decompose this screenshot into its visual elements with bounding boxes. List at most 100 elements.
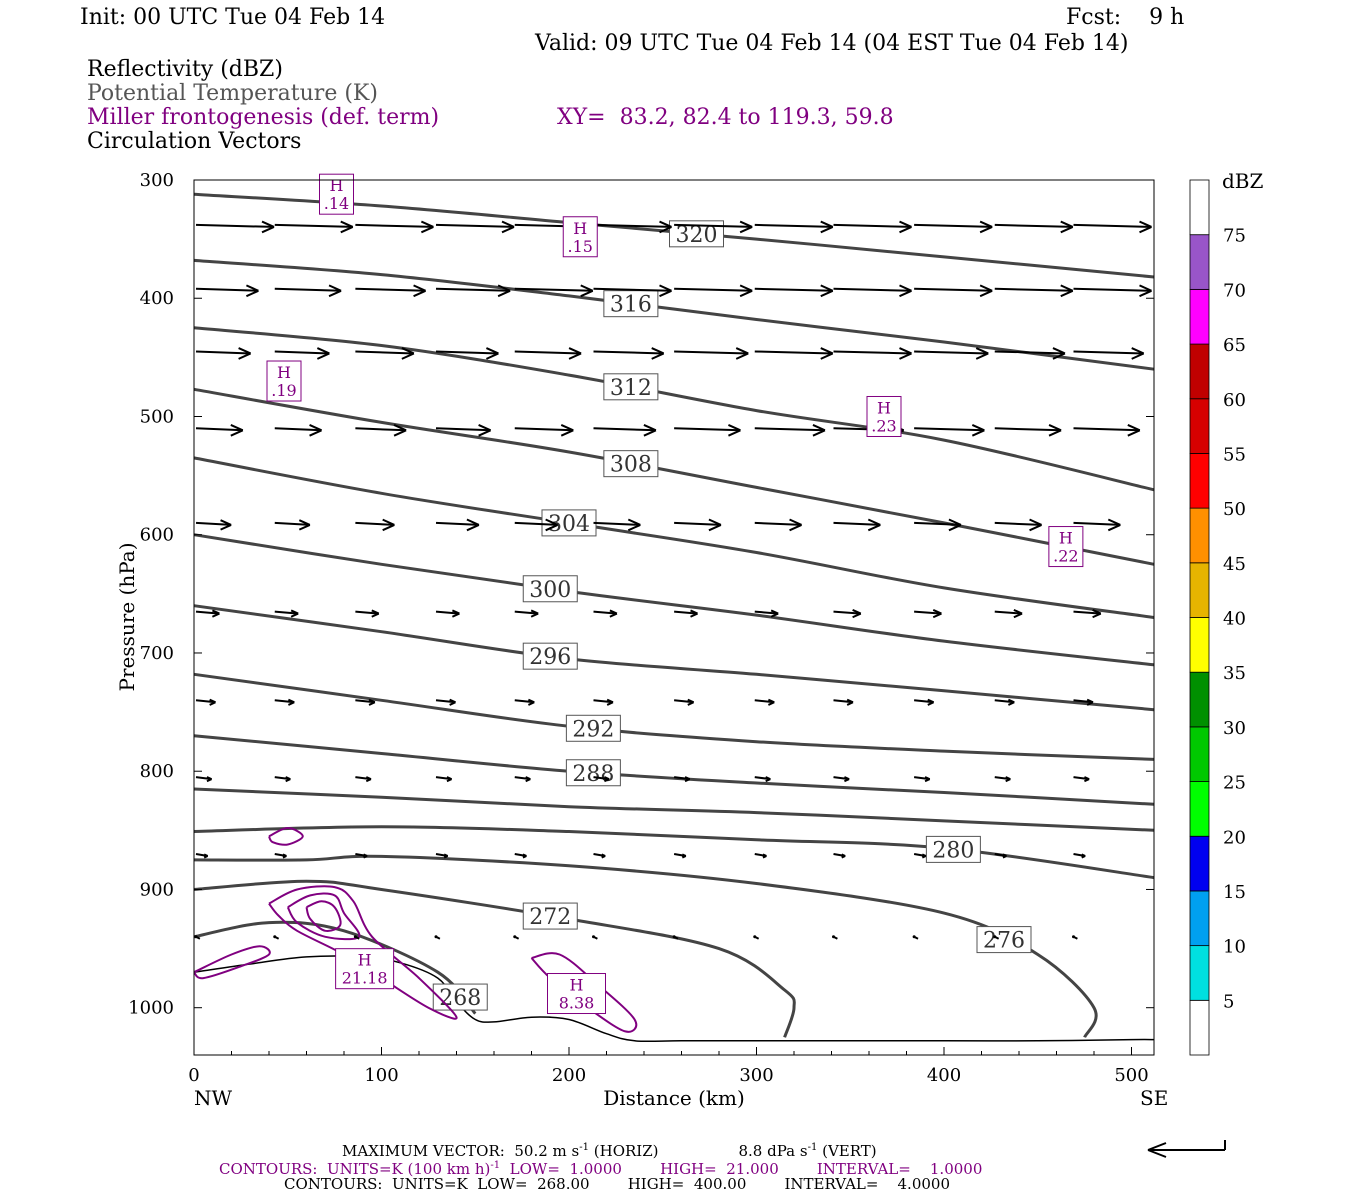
vector-arrow bbox=[593, 609, 618, 618]
vector-shaft bbox=[195, 610, 220, 615]
y-tick-label: 500 bbox=[140, 406, 174, 427]
vector-head bbox=[841, 853, 846, 859]
vector-head bbox=[820, 347, 834, 360]
vector-head bbox=[867, 518, 881, 532]
vector-arrow bbox=[754, 347, 834, 360]
vector-shaft bbox=[914, 287, 993, 292]
vector-arrow bbox=[674, 518, 722, 532]
frontogenesis-contour-5 bbox=[268, 826, 304, 846]
vector-shaft bbox=[355, 223, 434, 228]
x-axis-label: Distance (km) bbox=[603, 1086, 745, 1110]
vector-shaft bbox=[274, 287, 342, 292]
vector-head bbox=[285, 776, 291, 783]
legend-theta: Potential Temperature (K) bbox=[87, 81, 378, 106]
frontogenesis-max-letter: H bbox=[877, 398, 891, 417]
vector-arrow bbox=[833, 284, 912, 298]
vector-dot bbox=[912, 935, 916, 939]
colorbar-tick-label: 55 bbox=[1223, 444, 1246, 465]
vector-shaft bbox=[674, 287, 753, 292]
vector-head bbox=[560, 423, 574, 437]
colorbar-segment bbox=[1189, 453, 1210, 509]
vector-head bbox=[789, 518, 802, 532]
vector-head bbox=[501, 220, 515, 234]
footer-theta-contours: CONTOURS: UNITS=K LOW= 268.00 HIGH= 400.… bbox=[284, 1175, 950, 1193]
vector-head bbox=[230, 423, 244, 437]
x-tick-label: 100 bbox=[364, 1065, 398, 1086]
vector-arrow bbox=[355, 347, 415, 360]
vector-head bbox=[1048, 423, 1062, 437]
vector-arrow bbox=[435, 518, 480, 532]
theta-contour-288 bbox=[193, 734, 1155, 806]
vector-arrow bbox=[355, 220, 434, 234]
frontogenesis-contour-1 bbox=[193, 945, 271, 980]
vector-head bbox=[971, 423, 985, 437]
vector-arrow bbox=[754, 423, 826, 437]
vector-shaft bbox=[195, 350, 251, 355]
vector-head bbox=[627, 518, 641, 532]
vector-head bbox=[203, 853, 209, 859]
y-axis: 300 400 500 600 700 800 900 1000 bbox=[128, 170, 1154, 1019]
vector-head bbox=[684, 776, 691, 783]
colorbar-segment bbox=[1189, 617, 1210, 673]
vector-head bbox=[1107, 518, 1121, 532]
vector-shaft bbox=[195, 287, 259, 292]
theta-label-box bbox=[522, 902, 578, 930]
frontogenesis-max: H.14 bbox=[319, 173, 354, 215]
vector-arrow bbox=[435, 609, 460, 618]
vector-shaft bbox=[593, 610, 617, 615]
colorbar-tick-label: 65 bbox=[1223, 335, 1246, 356]
vector-arrow bbox=[914, 698, 935, 706]
vector-arrow bbox=[674, 220, 753, 234]
valid-time: Valid: 09 UTC Tue 04 Feb 14 (04 EST Tue … bbox=[535, 31, 1129, 56]
vector-arrow bbox=[593, 423, 657, 437]
vector-head bbox=[924, 776, 931, 783]
vector-shaft bbox=[1073, 699, 1094, 704]
vector-head bbox=[659, 284, 672, 298]
vector-arrow bbox=[754, 776, 771, 783]
vector-shaft bbox=[914, 223, 993, 228]
vector-arrow bbox=[514, 776, 531, 783]
vector-head bbox=[1139, 220, 1152, 234]
vector-head bbox=[420, 220, 434, 234]
vector-arrow bbox=[514, 853, 527, 859]
vector-arrow bbox=[514, 284, 594, 298]
vector-shaft bbox=[833, 287, 912, 292]
vector-head bbox=[478, 423, 492, 437]
vector-head bbox=[681, 853, 687, 859]
vector-arrow bbox=[754, 220, 834, 234]
vector-head bbox=[735, 347, 749, 360]
vector-shaft bbox=[435, 223, 515, 228]
vector-arrow bbox=[434, 935, 441, 940]
vector-shaft bbox=[1073, 427, 1140, 432]
y-tick-label: 300 bbox=[140, 170, 174, 191]
frontogenesis-contour-3 bbox=[286, 892, 361, 941]
vector-head bbox=[1084, 776, 1090, 783]
vector-arrow bbox=[355, 284, 426, 298]
vector-head bbox=[1060, 220, 1074, 234]
theta-contour-272 bbox=[193, 879, 796, 1038]
vector-head bbox=[1052, 347, 1066, 360]
vector-arrow bbox=[672, 935, 679, 940]
theta-label-box bbox=[603, 373, 659, 401]
vector-arrow bbox=[593, 776, 610, 783]
vector-head bbox=[1127, 423, 1141, 437]
frontogenesis-max-box bbox=[266, 360, 302, 402]
vector-shaft bbox=[674, 350, 749, 355]
x-tick-label: 500 bbox=[1114, 1065, 1148, 1086]
vector-arrow bbox=[435, 776, 453, 783]
vector-head bbox=[975, 347, 989, 360]
vector-dot bbox=[194, 935, 198, 939]
vector-head bbox=[770, 609, 779, 618]
vector-head bbox=[568, 347, 582, 360]
vector-head bbox=[211, 609, 220, 618]
theta-label: 308 bbox=[610, 453, 652, 478]
vector-shaft bbox=[914, 427, 985, 432]
vector-shaft bbox=[274, 521, 310, 526]
vector-arrow bbox=[994, 284, 1074, 298]
vector-head bbox=[245, 284, 259, 298]
vector-dot bbox=[592, 935, 595, 939]
theta-contour-312 bbox=[193, 326, 1155, 492]
vector-shaft bbox=[274, 610, 299, 615]
colorbar-segment bbox=[1189, 179, 1210, 236]
